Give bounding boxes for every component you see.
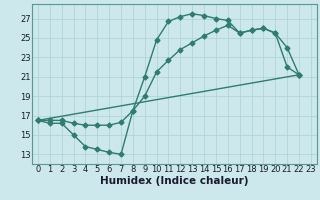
X-axis label: Humidex (Indice chaleur): Humidex (Indice chaleur) (100, 176, 249, 186)
